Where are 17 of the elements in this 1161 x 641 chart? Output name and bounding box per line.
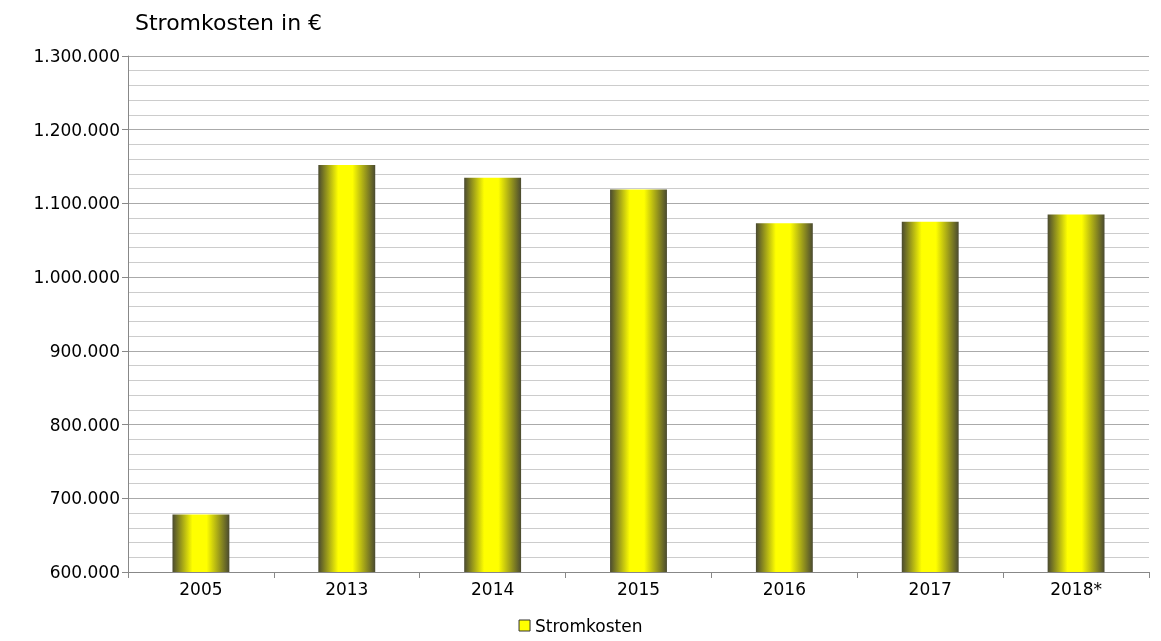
x-tick-label: 2005 xyxy=(179,578,223,599)
y-tick-label: 700.000 xyxy=(49,488,120,509)
chart-title: Stromkosten in € xyxy=(135,9,323,35)
y-tick-label: 1.300.000 xyxy=(33,46,120,66)
y-tick-label: 900.000 xyxy=(49,340,120,361)
legend-label: Stromkosten xyxy=(535,615,643,636)
x-tick-label: 2018* xyxy=(1050,578,1102,599)
x-tick-label: 2013 xyxy=(325,578,369,599)
y-tick-label: 600.000 xyxy=(49,562,120,582)
x-tick-label: 2017 xyxy=(908,578,952,599)
y-tick-label: 800.000 xyxy=(49,414,120,435)
x-tick-label: 2015 xyxy=(616,578,661,599)
x-tick-label: 2016 xyxy=(762,578,806,599)
y-tick-label: 1.000.000 xyxy=(33,267,120,288)
y-tick-label: 1.100.000 xyxy=(33,193,120,214)
x-tick-label: 2014 xyxy=(471,578,515,599)
y-tick-label: 1.200.000 xyxy=(33,119,120,140)
